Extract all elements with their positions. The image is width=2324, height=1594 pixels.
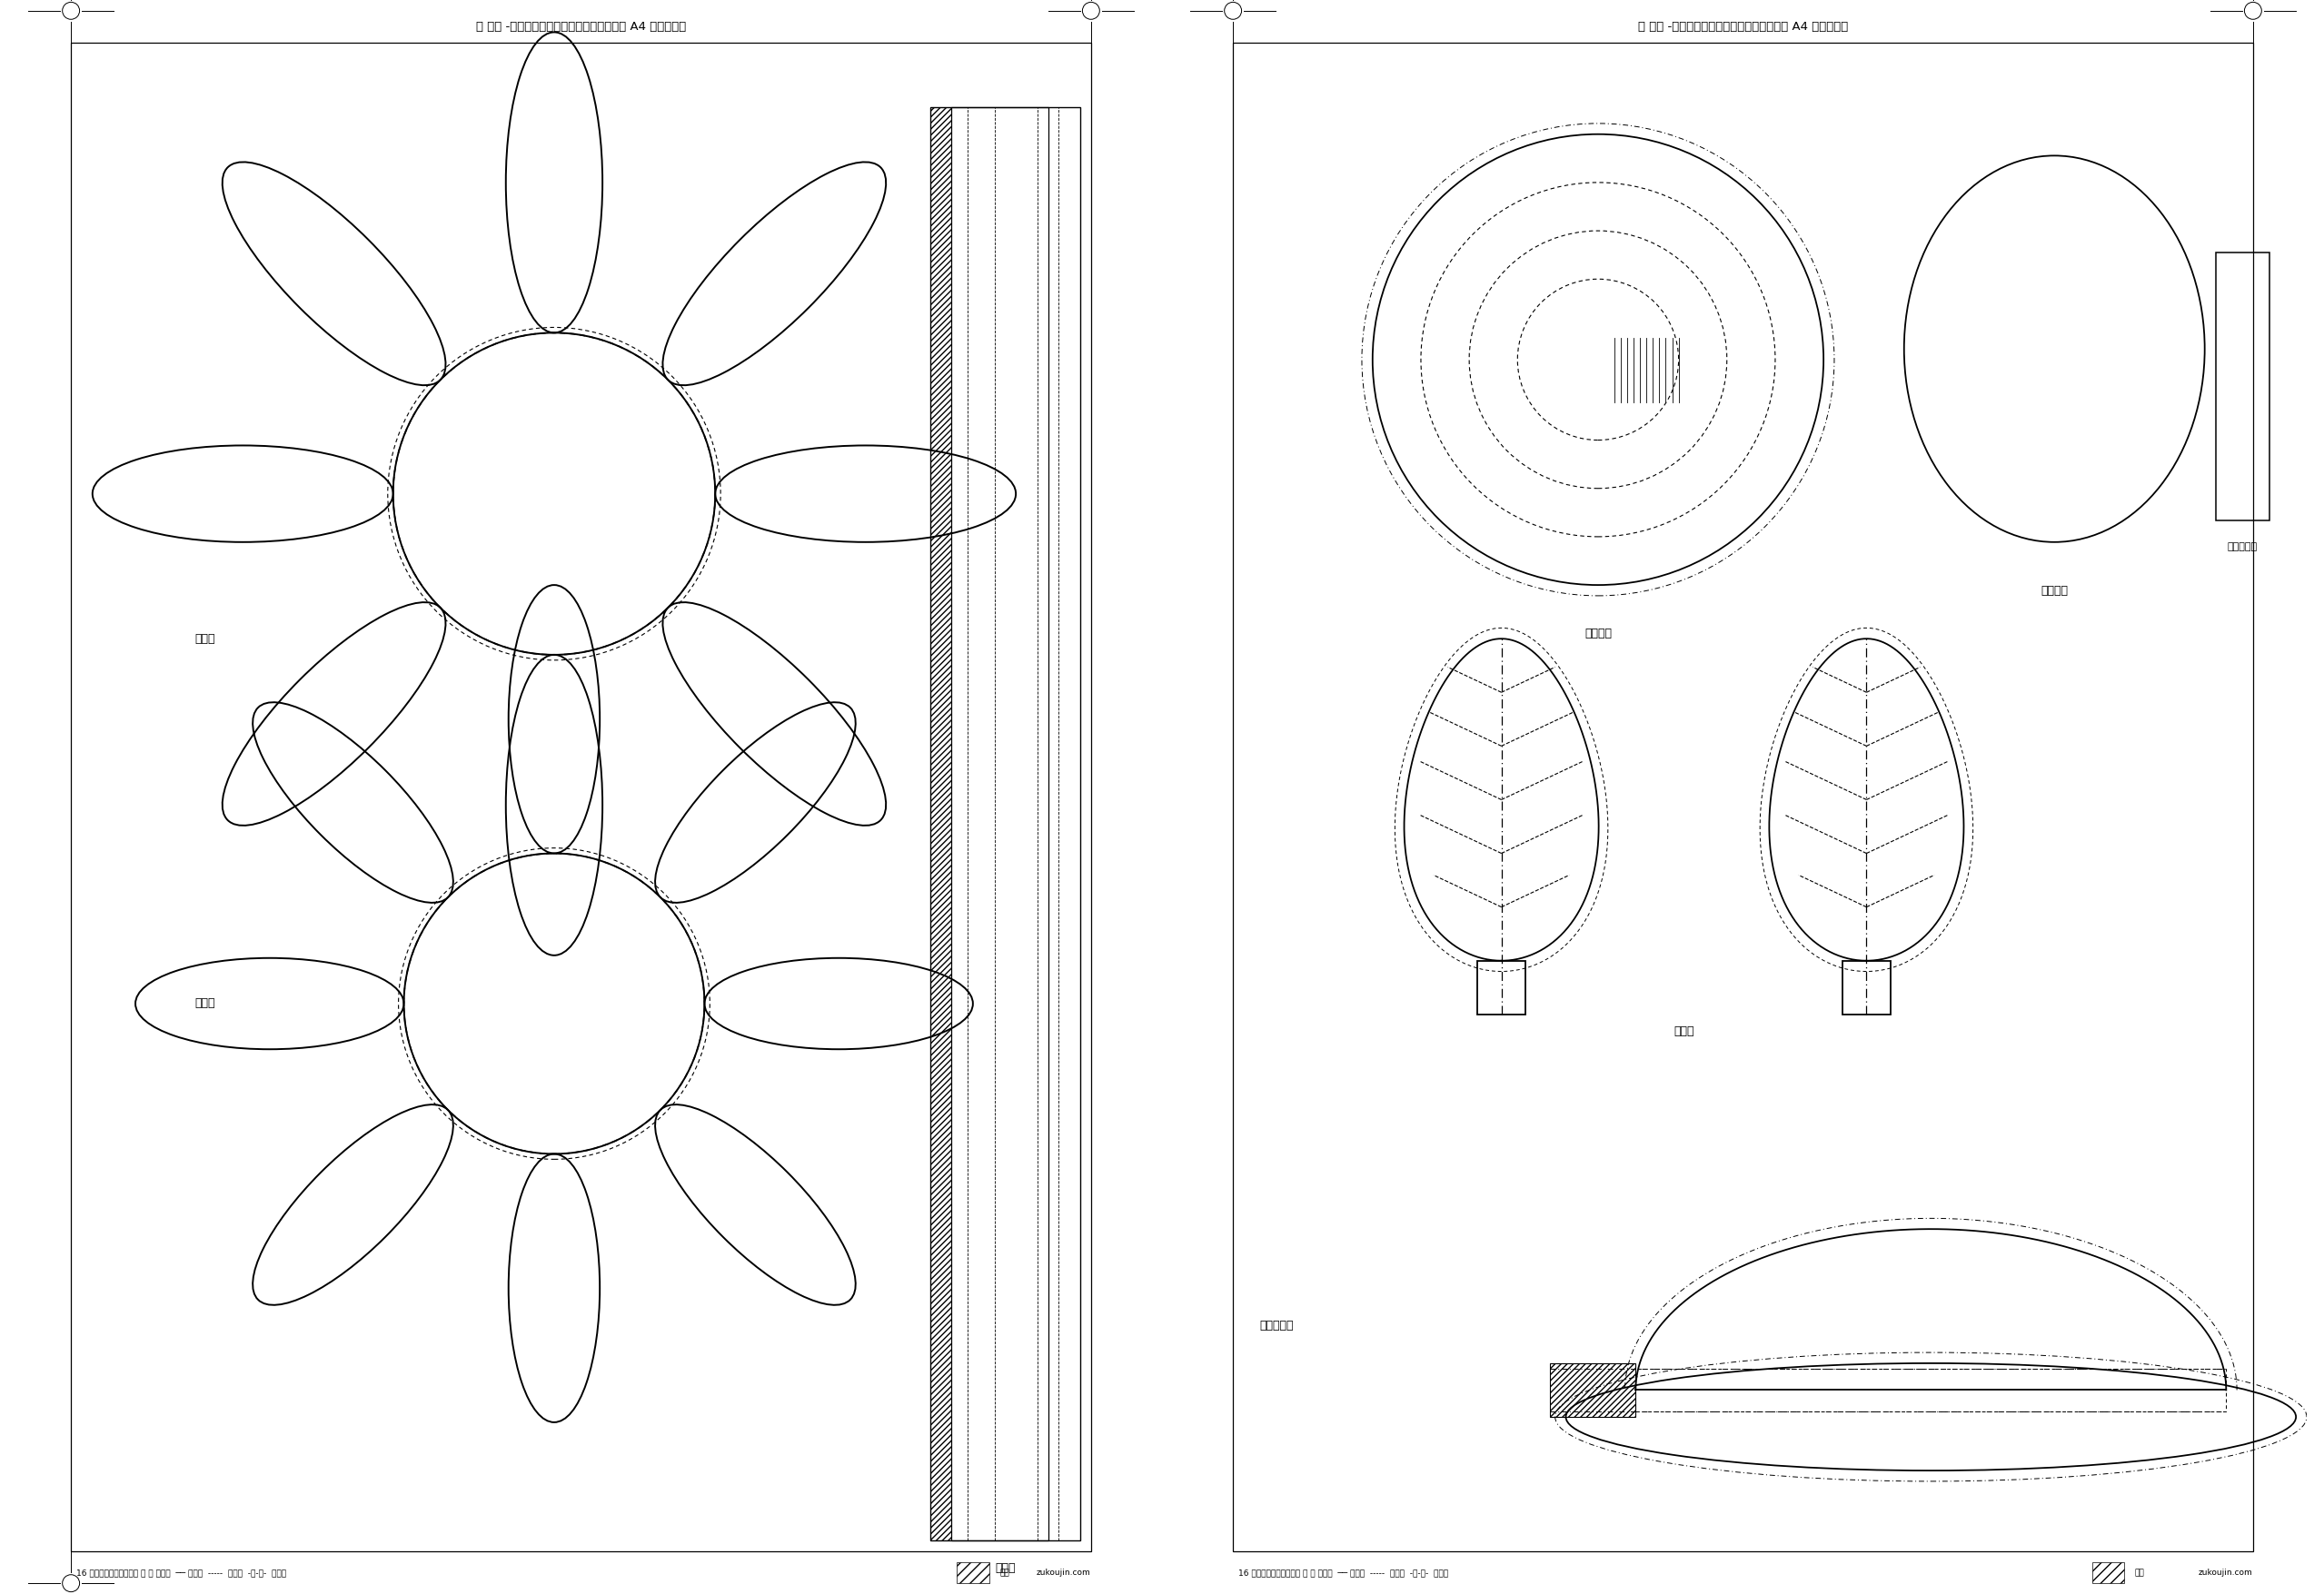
Text: 【 ７月 -ひまわりと麦わら帽子　（印刷用紙 A4 サイズ）】: 【 ７月 -ひまわりと麦わら帽子 （印刷用紙 A4 サイズ）】: [476, 21, 686, 33]
Bar: [2092, 1562, 2124, 1583]
Text: 帽子蒂－茶: 帽子蒂－茶: [2226, 542, 2257, 552]
Text: 帽子－黄土: 帽子－黄土: [1260, 1320, 1294, 1331]
Bar: [1843, 961, 1892, 1014]
Text: 花－黄: 花－黄: [195, 998, 216, 1009]
Text: 16 切り色画用紙ライン　 ・ ・ 中心線  ── 切取線  -----  谷折り  -・-・-  山折り: 16 切り色画用紙ライン ・ ・ 中心線 ── 切取線 ----- 谷折り -・…: [1239, 1568, 1448, 1576]
Text: 種２－茶: 種２－茶: [2040, 585, 2068, 596]
Text: zukoujin.com: zukoujin.com: [1037, 1568, 1090, 1576]
Text: のり: のり: [999, 1568, 1009, 1576]
Bar: [930, 107, 1081, 1540]
Bar: [951, 107, 1048, 1540]
Text: のり: のり: [2136, 1568, 2145, 1576]
Bar: [1550, 1363, 1636, 1417]
Bar: [930, 107, 951, 1540]
Bar: [1636, 1369, 2226, 1412]
Bar: [1478, 961, 1525, 1014]
Text: 種１－茶: 種１－茶: [1585, 628, 1611, 639]
Bar: [957, 1562, 990, 1583]
Text: 16 切り色画用紙ライン　 ・ ・ 中心線  ── 切取線  -----  谷折り  -・-・-  山折り: 16 切り色画用紙ライン ・ ・ 中心線 ── 切取線 ----- 谷折り -・…: [77, 1568, 286, 1576]
Text: zukoujin.com: zukoujin.com: [2199, 1568, 2252, 1576]
Text: 【 ７月 -ひまわりと麦わら帽子　（印刷用紙 A4 サイズ）】: 【 ７月 -ひまわりと麦わら帽子 （印刷用紙 A4 サイズ）】: [1638, 21, 1848, 33]
Bar: [2215, 252, 2268, 521]
Text: 葉－緑: 葉－緑: [1673, 1025, 1694, 1038]
Text: 花－黄: 花－黄: [195, 633, 216, 644]
Text: 茎－緑: 茎－緑: [995, 1562, 1016, 1573]
